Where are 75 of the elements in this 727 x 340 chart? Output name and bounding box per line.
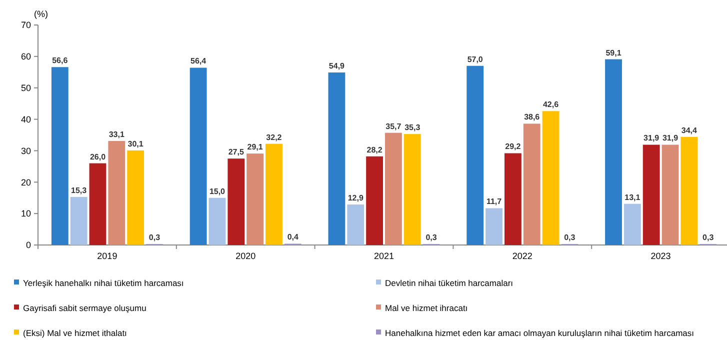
legend-label: Yerleşik hanehalkı nihai tüketim harcaması: [23, 278, 184, 288]
x-tick-label: 2022: [512, 251, 532, 261]
y-tick-label: 10: [20, 208, 31, 219]
data-label: 29,2: [505, 142, 522, 152]
data-label: 32,2: [266, 132, 282, 142]
data-label: 35,7: [386, 122, 402, 131]
bar: [605, 59, 622, 245]
y-tick-label: 50: [20, 83, 31, 94]
bar: [642, 144, 660, 245]
y-tick-label: 40: [20, 114, 31, 124]
data-label: 0,3: [564, 233, 576, 242]
bar: [486, 208, 502, 245]
data-label: 0,4: [287, 232, 299, 242]
data-label: 35,3: [404, 123, 421, 132]
data-label: 31,9: [644, 134, 660, 143]
y-tick-label: 20: [20, 177, 31, 188]
bar: [523, 124, 540, 245]
bar: [680, 136, 698, 245]
data-label: 57,0: [467, 54, 484, 64]
y-tick-label: 0: [26, 240, 31, 250]
x-tick-label: 2019: [97, 251, 118, 261]
bar: [228, 158, 245, 245]
legend-label: Mal ve hizmet ihracatı: [385, 302, 468, 313]
x-tick-label: 2023: [650, 251, 671, 261]
bar: [466, 66, 484, 245]
data-label: 0,3: [148, 233, 161, 242]
bar: [385, 132, 402, 245]
bar: [70, 196, 88, 245]
bar: [328, 72, 346, 245]
data-label: 0,3: [426, 233, 438, 242]
data-label: 33,1: [108, 130, 125, 139]
legend-label: (Eksi) Mal ve hizmet ithalatı: [23, 328, 127, 338]
data-label: 12,9: [348, 193, 364, 202]
bar: [51, 67, 68, 245]
legend-label: Devletin nihai tüketim harcamaları: [385, 278, 514, 288]
bar: [404, 134, 421, 245]
bar: [89, 163, 106, 245]
data-label: 11,7: [486, 197, 502, 206]
data-label: 13,1: [624, 192, 641, 202]
bar: [504, 153, 522, 245]
data-label: 15,0: [209, 186, 226, 196]
data-label: 29,1: [247, 142, 264, 152]
y-axis-title: (%): [34, 9, 48, 19]
data-label: 15,3: [71, 186, 88, 195]
bar: [366, 156, 383, 245]
data-label: 56,4: [190, 56, 207, 66]
data-label: 38,6: [524, 112, 540, 122]
bar: [246, 154, 264, 245]
data-label: 27,5: [228, 148, 244, 157]
data-label: 28,2: [366, 145, 383, 154]
bar: [624, 204, 641, 245]
data-label: 42,6: [542, 100, 560, 110]
x-tick-label: 2021: [374, 251, 394, 261]
bar: [108, 140, 126, 245]
legend-label: Gayrisafi sabit sermaye oluşumu: [23, 302, 147, 313]
data-label: 26,0: [90, 152, 106, 162]
data-label: 59,1: [606, 48, 622, 58]
y-tick-label: 60: [20, 52, 31, 62]
bar: [662, 144, 679, 245]
data-label: 0,3: [702, 233, 714, 242]
bar: [127, 150, 144, 245]
bar: [266, 144, 282, 245]
data-label: 31,9: [662, 134, 679, 143]
y-tick-label: 70: [20, 20, 31, 30]
x-tick-label: 2020: [236, 251, 256, 261]
legend-label: Hanehalkına hizmet eden kar amacı olmayan kuruluşların nihai tüketim harcaması: [385, 328, 694, 338]
y-tick-label: 30: [20, 146, 31, 156]
bar: [347, 204, 364, 245]
bar: [208, 198, 226, 245]
bar: [542, 111, 560, 245]
data-label: 34,4: [681, 126, 698, 135]
data-label: 30,1: [128, 139, 144, 148]
data-label: 54,9: [328, 61, 346, 70]
bar: [190, 68, 207, 245]
data-label: 56,6: [52, 56, 68, 66]
